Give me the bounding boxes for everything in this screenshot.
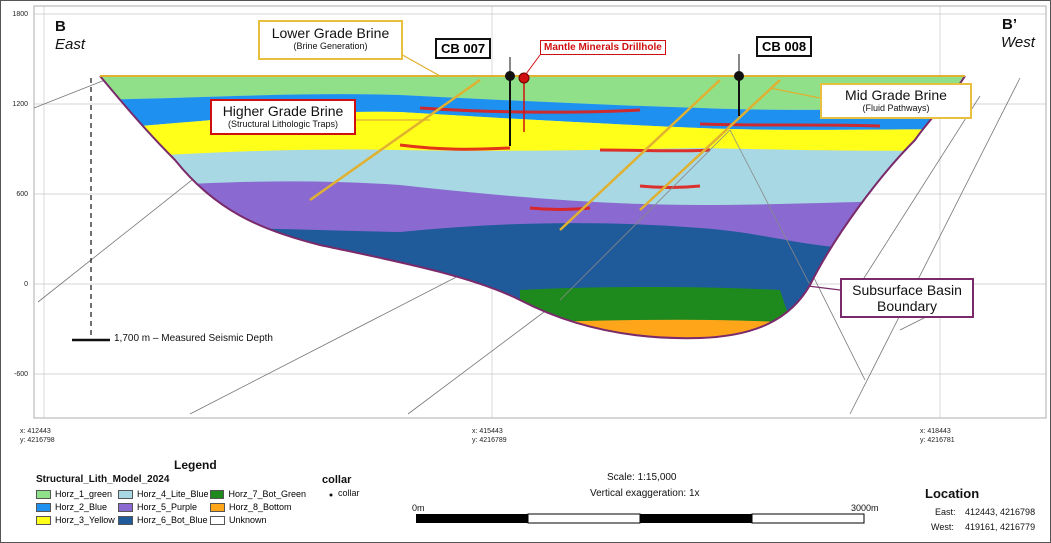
- legend-label: Unknown: [229, 515, 267, 525]
- legend-label: Horz_5_Purple: [137, 502, 198, 512]
- higher-grade-brine-callout: Higher Grade Brine (Structural Lithologi…: [210, 99, 356, 135]
- legend-item: Horz_2_Blue: [36, 501, 118, 513]
- legend-swatch: [36, 515, 51, 525]
- collar-title: collar: [322, 474, 352, 486]
- legend-label: Horz_1_green: [55, 489, 113, 499]
- callout-line-1: Subsurface Basin: [852, 282, 962, 298]
- cb007-label: CB 007: [435, 38, 492, 59]
- mantle-drillhole-label: Mantle Minerals Drillhole: [540, 40, 666, 55]
- collar-symbol: [329, 493, 333, 497]
- fault-lines: [33, 77, 1021, 415]
- x-tick-x: x: 418443: [920, 428, 951, 435]
- legend-swatch: [36, 489, 51, 499]
- legend-swatch: [210, 489, 225, 499]
- legend-label: Horz_8_Bottom: [229, 502, 292, 512]
- location-title: Location: [925, 486, 980, 501]
- cb008-collar: [734, 71, 744, 81]
- legend-items: Horz_1_green Horz_4_Lite_Blue Horz_7_Bot…: [36, 488, 306, 526]
- legend-label: Horz_6_Bot_Blue: [137, 515, 208, 525]
- y-tick: -600: [14, 371, 28, 378]
- x-tick-y: y: 4216789: [472, 437, 507, 444]
- lower-grade-brine-callout: Lower Grade Brine (Brine Generation): [258, 20, 403, 60]
- legend-item: Horz_5_Purple: [118, 501, 210, 513]
- mantle-collar: [518, 72, 530, 84]
- location-east-label: East:: [935, 507, 956, 517]
- mid-grade-brine-callout: Mid Grade Brine (Fluid Pathways): [820, 83, 972, 119]
- legend-item: Unknown: [210, 514, 306, 526]
- legend-swatch: [210, 515, 225, 525]
- basin-boundary-callout: Subsurface Basin Boundary: [840, 278, 974, 318]
- section-end-label: B’: [1002, 16, 1017, 33]
- mantle-leader: [525, 54, 541, 75]
- location-east-value: 412443, 4216798: [965, 507, 1036, 517]
- scale-end: 3000m: [851, 503, 879, 513]
- y-tick: 1200: [12, 101, 28, 108]
- section-start-label: B: [55, 18, 66, 35]
- legend-item: Horz_7_Bot_Green: [210, 488, 306, 500]
- location-west-value: 419161, 4216779: [965, 522, 1036, 532]
- legend-item: Horz_1_green: [36, 488, 118, 500]
- scale-text: Scale: 1:15,000: [607, 472, 677, 483]
- callout-subtitle: (Brine Generation): [293, 41, 368, 52]
- callout-line-2: Boundary: [877, 298, 937, 315]
- legend-item: Horz_8_Bottom: [210, 501, 306, 513]
- callout-subtitle: (Structural Lithologic Traps): [227, 119, 339, 130]
- legend-item: Horz_4_Lite_Blue: [118, 488, 210, 500]
- collar-label: collar: [338, 488, 360, 498]
- location-west-label: West:: [931, 522, 954, 532]
- x-tick-y: y: 4216798: [20, 437, 55, 444]
- scale-bar: [416, 513, 865, 524]
- seismic-depth-label: 1,700 m – Measured Seismic Depth: [114, 333, 273, 344]
- legend-label: Horz_3_Yellow: [55, 515, 115, 525]
- legend-swatch: [210, 502, 225, 512]
- legend-model-title: Structural_Lith_Model_2024: [36, 474, 170, 485]
- section-start-direction: East: [55, 36, 86, 53]
- basin-boundary-line: [99, 75, 966, 340]
- vertical-exaggeration: Vertical exaggeration: 1x: [590, 488, 700, 499]
- scale-start: 0m: [412, 503, 425, 513]
- cb008-label: CB 008: [756, 36, 813, 57]
- y-tick: 600: [16, 191, 28, 198]
- legend-item: Horz_6_Bot_Blue: [118, 514, 210, 526]
- basin-leader: [807, 285, 841, 291]
- y-tick: 0: [24, 281, 28, 288]
- legend-swatch: [118, 502, 133, 512]
- legend-swatch: [118, 489, 133, 499]
- x-tick-y: y: 4216781: [920, 437, 955, 444]
- callout-title: Lower Grade Brine: [271, 25, 390, 41]
- callout-title: Mid Grade Brine: [845, 87, 947, 103]
- legend-swatch: [118, 515, 133, 525]
- section-end-direction: West: [1001, 34, 1035, 51]
- legend-swatch: [36, 502, 51, 512]
- legend-label: Horz_7_Bot_Green: [228, 489, 306, 499]
- x-tick-x: x: 415443: [472, 428, 503, 435]
- legend-item: Horz_3_Yellow: [36, 514, 118, 526]
- legend-label: Horz_2_Blue: [55, 502, 108, 512]
- legend-title: Legend: [174, 458, 217, 472]
- callout-title: Higher Grade Brine: [222, 103, 344, 119]
- callout-subtitle: (Fluid Pathways): [862, 103, 930, 114]
- x-tick-x: x: 412443: [20, 428, 51, 435]
- cb007-collar: [505, 71, 515, 81]
- legend-label: Horz_4_Lite_Blue: [137, 489, 209, 499]
- y-tick: 1800: [12, 11, 28, 18]
